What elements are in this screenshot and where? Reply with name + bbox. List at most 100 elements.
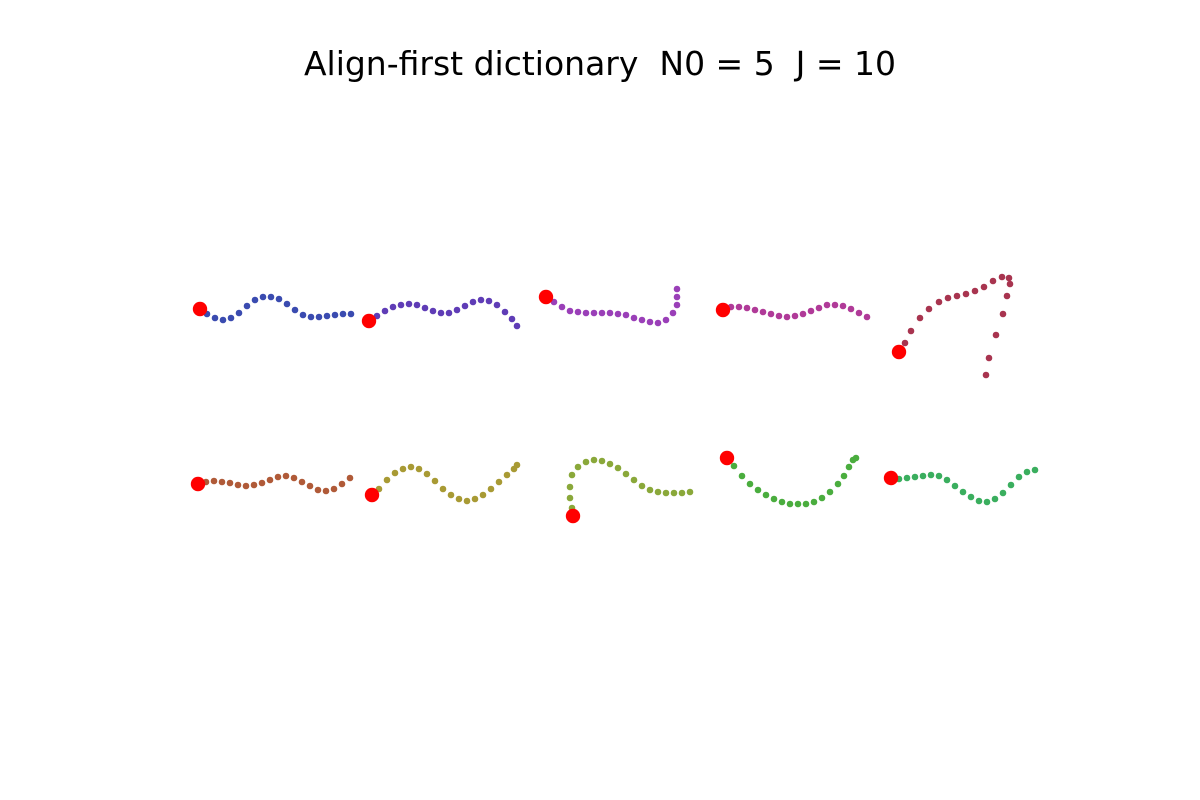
data-point xyxy=(823,301,831,309)
data-point xyxy=(999,310,1007,318)
data-point xyxy=(558,303,566,311)
start-marker xyxy=(715,302,731,318)
data-point xyxy=(646,318,654,326)
data-point xyxy=(455,495,463,503)
data-point xyxy=(992,331,1000,339)
data-point xyxy=(381,307,389,315)
data-point xyxy=(818,494,826,502)
data-point xyxy=(743,304,751,312)
data-point xyxy=(282,472,290,480)
data-point xyxy=(315,313,323,321)
data-point xyxy=(802,500,810,508)
data-point xyxy=(259,293,267,301)
data-point xyxy=(258,479,266,487)
data-point xyxy=(775,312,783,320)
data-point xyxy=(429,307,437,315)
data-point xyxy=(735,303,743,311)
data-point xyxy=(226,479,234,487)
start-marker xyxy=(883,470,899,486)
data-point xyxy=(670,489,678,497)
data-point xyxy=(678,489,686,497)
data-point xyxy=(389,303,397,311)
data-point xyxy=(967,493,975,501)
data-point xyxy=(935,472,943,480)
data-point xyxy=(405,300,413,308)
data-point xyxy=(445,309,453,317)
data-point xyxy=(330,485,338,493)
data-point xyxy=(347,310,355,318)
data-point xyxy=(980,283,988,291)
data-point xyxy=(991,495,999,503)
data-point xyxy=(1006,280,1014,288)
series-5 xyxy=(891,273,1014,379)
data-point xyxy=(493,301,501,309)
series-6 xyxy=(190,472,354,495)
data-point xyxy=(339,310,347,318)
data-point xyxy=(477,296,485,304)
data-point xyxy=(566,307,574,315)
data-point xyxy=(1007,481,1015,489)
data-point xyxy=(415,465,423,473)
start-marker xyxy=(190,476,206,492)
data-point xyxy=(338,480,346,488)
data-point xyxy=(673,285,681,293)
data-point xyxy=(413,301,421,309)
data-point xyxy=(1003,292,1011,300)
data-point xyxy=(431,477,439,485)
data-point xyxy=(234,481,242,489)
data-point xyxy=(673,301,681,309)
data-point xyxy=(746,480,754,488)
data-point xyxy=(845,463,853,471)
data-point xyxy=(630,314,638,322)
data-point xyxy=(485,297,493,305)
data-point xyxy=(299,311,307,319)
data-point xyxy=(306,482,314,490)
data-point xyxy=(916,314,924,322)
data-point xyxy=(614,310,622,318)
data-point xyxy=(673,293,681,301)
data-point xyxy=(391,469,399,477)
data-point xyxy=(975,497,983,505)
data-point xyxy=(807,307,815,315)
data-point xyxy=(662,489,670,497)
data-point xyxy=(840,472,848,480)
data-point xyxy=(219,316,227,324)
data-point xyxy=(314,486,322,494)
data-point xyxy=(630,476,638,484)
data-point xyxy=(501,308,509,316)
data-point xyxy=(989,277,997,285)
start-marker xyxy=(719,450,735,466)
data-point xyxy=(227,314,235,322)
data-point xyxy=(927,471,935,479)
data-point xyxy=(598,457,606,465)
data-point xyxy=(346,474,354,482)
data-point xyxy=(791,312,799,320)
data-point xyxy=(999,489,1007,497)
data-point xyxy=(421,304,429,312)
data-point xyxy=(1031,466,1039,474)
data-point xyxy=(487,485,495,493)
data-point xyxy=(568,471,576,479)
data-point xyxy=(751,306,759,314)
data-point xyxy=(298,478,306,486)
data-point xyxy=(654,319,662,327)
data-point xyxy=(574,463,582,471)
data-point xyxy=(614,464,622,472)
data-point xyxy=(331,311,339,319)
data-point xyxy=(907,327,915,335)
data-point xyxy=(786,500,794,508)
data-point xyxy=(943,476,951,484)
data-point xyxy=(590,309,598,317)
data-point xyxy=(925,305,933,313)
data-point xyxy=(479,491,487,499)
data-point xyxy=(290,474,298,482)
data-point xyxy=(1005,274,1013,282)
data-point xyxy=(799,310,807,318)
data-point xyxy=(503,471,511,479)
data-point xyxy=(783,313,791,321)
data-point xyxy=(598,309,606,317)
data-point xyxy=(218,478,226,486)
data-point xyxy=(251,296,259,304)
chart-title: Align-first dictionary N0 = 5 J = 10 xyxy=(303,44,897,83)
